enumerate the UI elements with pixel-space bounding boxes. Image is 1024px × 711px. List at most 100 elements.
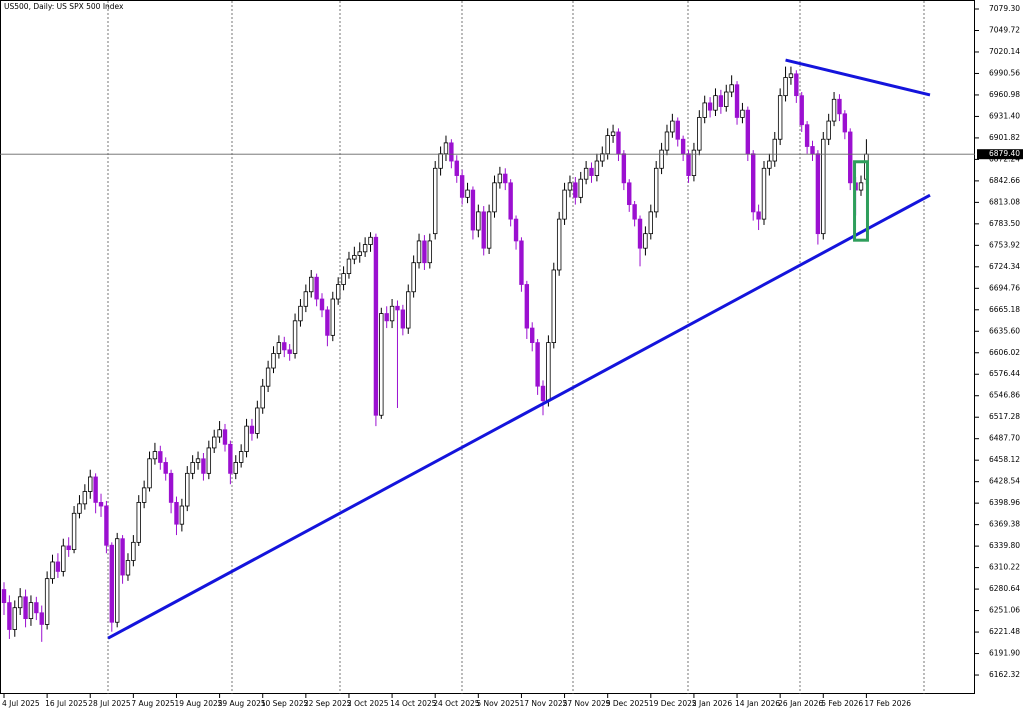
candle-body xyxy=(260,385,265,409)
candle-body xyxy=(88,476,93,492)
x-tick-label: 2 Jan 2026 xyxy=(692,699,732,708)
candle-body xyxy=(702,102,707,118)
candle-body xyxy=(39,612,44,625)
candle-body xyxy=(729,84,734,93)
candle-body xyxy=(848,131,853,184)
candle-body xyxy=(23,596,28,620)
candle-body xyxy=(287,349,292,354)
candle-body xyxy=(28,602,34,620)
candle-body xyxy=(740,109,745,118)
candle-body xyxy=(815,153,821,235)
candle-body xyxy=(432,167,438,235)
candle-body xyxy=(767,160,772,169)
candle-body xyxy=(546,342,551,402)
candle-body xyxy=(675,120,680,140)
candle-body xyxy=(821,138,826,235)
candle-body xyxy=(470,189,476,231)
candle-body xyxy=(454,160,459,176)
candle-body xyxy=(627,182,632,206)
candle-body xyxy=(201,458,206,474)
candle-body xyxy=(238,451,244,463)
candle-body xyxy=(174,501,179,525)
candle-body xyxy=(71,512,77,551)
candle-body xyxy=(724,91,729,107)
candle-body xyxy=(44,578,50,625)
candle-body xyxy=(794,73,799,97)
candle-body xyxy=(292,320,298,354)
candle-body xyxy=(443,142,449,155)
candle-body xyxy=(357,251,362,256)
y-tick-label: 6901.82 xyxy=(989,133,1020,142)
x-tick-label: 24 Oct 2025 xyxy=(433,699,480,708)
candle-body xyxy=(389,305,395,322)
candle-body xyxy=(476,211,481,231)
candle-body xyxy=(643,233,648,249)
candle-body xyxy=(831,98,837,122)
candle-body xyxy=(212,436,217,449)
candle-body xyxy=(621,153,627,184)
x-tick-label: 29 Aug 2025 xyxy=(218,699,266,708)
x-tick-label: 19 Aug 2025 xyxy=(174,699,222,708)
candle-body xyxy=(481,211,486,249)
candle-body xyxy=(761,167,767,220)
candle-body xyxy=(751,153,756,213)
x-tick-label: 7 Aug 2025 xyxy=(131,699,174,708)
candle-body xyxy=(93,476,98,503)
candle-body xyxy=(556,218,562,271)
candle-body xyxy=(524,284,530,329)
y-tick-label: 6310.22 xyxy=(989,563,1020,572)
candle-body xyxy=(486,211,492,249)
y-tick-label: 6783.50 xyxy=(989,219,1020,228)
x-tick-label: 14 Oct 2025 xyxy=(390,699,437,708)
candle-body xyxy=(346,258,352,275)
candle-body xyxy=(637,218,643,249)
candle-body xyxy=(125,560,131,576)
candle-body xyxy=(12,607,17,630)
candle-body xyxy=(190,462,195,474)
candle-body xyxy=(535,342,540,387)
y-tick-label: 6576.44 xyxy=(989,369,1020,378)
candle-body xyxy=(34,602,39,614)
y-tick-label: 6546.86 xyxy=(989,391,1020,400)
candle-body xyxy=(400,309,406,329)
candle-body xyxy=(152,451,158,460)
y-tick-label: 6369.38 xyxy=(989,520,1020,529)
y-tick-label: 6694.76 xyxy=(989,283,1020,292)
candle-body xyxy=(610,131,616,137)
candle-body xyxy=(616,131,621,155)
x-tick-label: 4 Jul 2025 xyxy=(2,699,40,708)
candle-body xyxy=(368,236,373,245)
x-tick-label: 9 Dec 2025 xyxy=(606,699,649,708)
candle-body xyxy=(530,327,535,344)
candle-body xyxy=(777,95,783,140)
y-tick-label: 6162.32 xyxy=(989,670,1020,679)
y-tick-label: 6428.54 xyxy=(989,477,1020,486)
x-tick-label: 22 Sep 2025 xyxy=(304,699,352,708)
candle-body xyxy=(7,602,12,630)
candle-body xyxy=(772,138,777,162)
candle-body xyxy=(540,385,546,402)
candle-body xyxy=(131,541,136,561)
candle-body xyxy=(562,189,567,220)
candle-body xyxy=(605,135,610,155)
candle-body xyxy=(416,240,422,264)
x-tick-label: 2 Oct 2025 xyxy=(347,699,389,708)
candle-body xyxy=(422,240,427,264)
x-tick-label: 5 Feb 2026 xyxy=(821,699,863,708)
y-tick-label: 6339.80 xyxy=(989,541,1020,550)
y-tick-label: 6990.56 xyxy=(989,68,1020,77)
candle-body xyxy=(438,153,443,169)
candle-body xyxy=(319,298,325,311)
candle-body xyxy=(384,313,389,322)
candle-body xyxy=(1,589,7,604)
highlight-box xyxy=(853,160,869,242)
candle-body xyxy=(551,269,556,344)
y-tick-label: 7049.72 xyxy=(989,25,1020,34)
candle-body xyxy=(697,117,702,151)
candle-body xyxy=(459,175,465,198)
y-tick-label: 6665.18 xyxy=(989,305,1020,314)
candle-body xyxy=(271,353,276,369)
y-tick-label: 6191.90 xyxy=(989,649,1020,658)
y-tick-label: 6517.28 xyxy=(989,412,1020,421)
